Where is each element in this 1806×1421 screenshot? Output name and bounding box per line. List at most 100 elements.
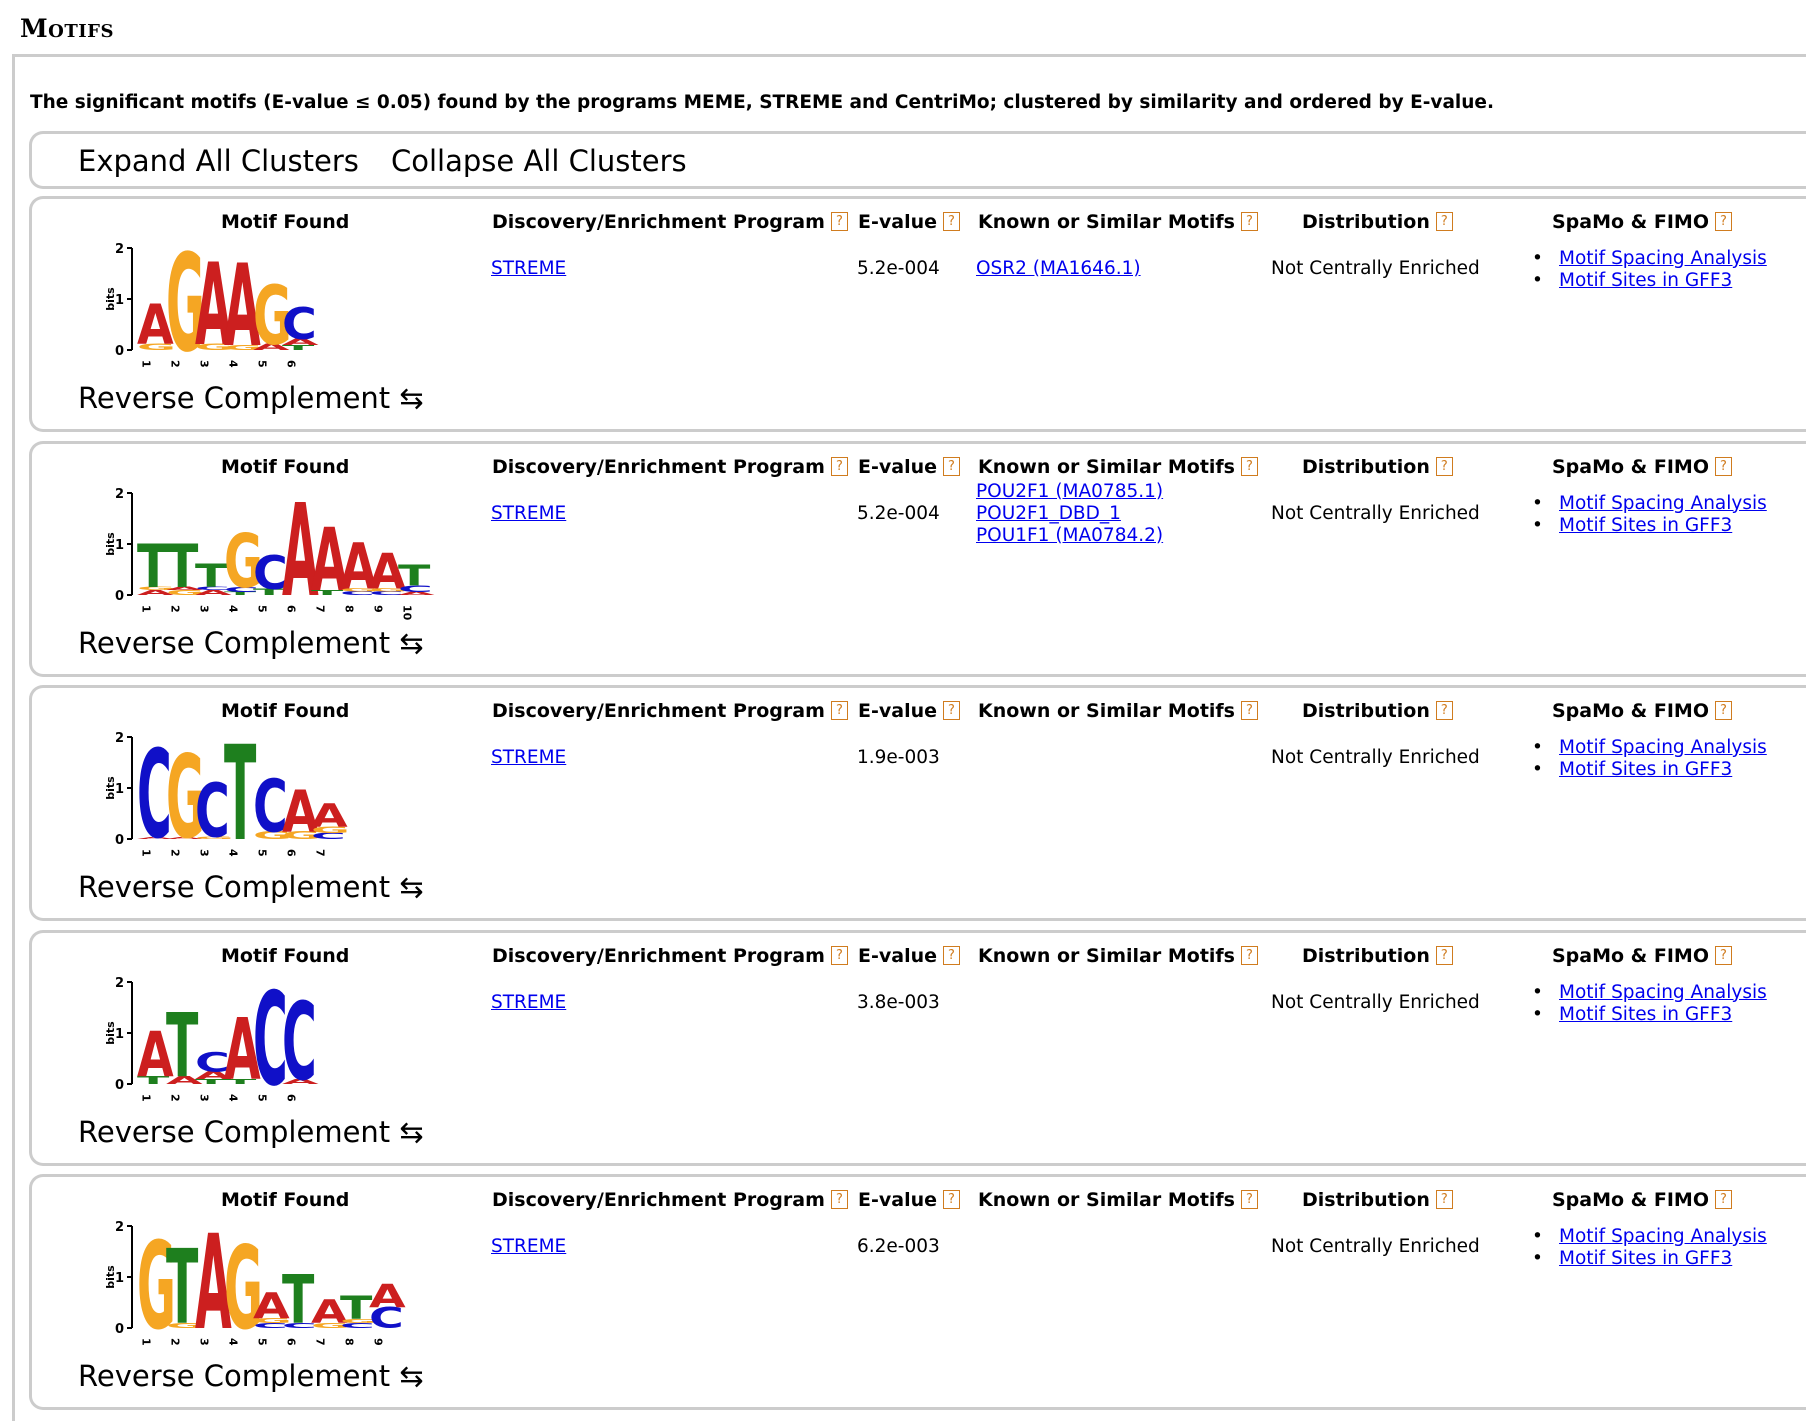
header-known-motifs: Known or Similar Motifs? — [978, 945, 1258, 967]
help-icon[interactable]: ? — [1241, 945, 1258, 965]
evalue: 5.2e-004 — [857, 258, 940, 279]
header-evalue: E-value? — [858, 700, 960, 722]
reverse-complement-button[interactable]: Reverse Complement ⇆ — [78, 381, 424, 415]
header-known-motifs: Known or Similar Motifs? — [978, 700, 1258, 722]
help-icon[interactable]: ? — [943, 1190, 960, 1209]
help-icon[interactable]: ? — [1435, 212, 1453, 231]
logo-letter-t: T — [340, 1290, 373, 1327]
help-icon[interactable]: ? — [1241, 701, 1258, 720]
spamo-fimo-links: Motif Spacing AnalysisMotif Sites in GFF… — [1532, 493, 1767, 537]
header-program: Discovery/Enrichment Program? — [492, 945, 848, 967]
help-icon[interactable]: ? — [1714, 456, 1732, 476]
help-icon[interactable]: ? — [1714, 1190, 1732, 1209]
help-icon[interactable]: ? — [1714, 212, 1732, 231]
logo-y-tick-label: 0 — [115, 344, 124, 359]
logo-letter-c: C — [340, 1322, 375, 1330]
motif-spacing-analysis-link[interactable]: Motif Spacing Analysis — [1559, 248, 1767, 269]
logo-letter-g: G — [137, 342, 176, 352]
motif-sites-gff3-link[interactable]: Motif Sites in GFF3 — [1559, 759, 1733, 780]
motif-sites-gff3-link[interactable]: Motif Sites in GFF3 — [1559, 1248, 1733, 1269]
motif-cluster — [29, 929, 1806, 1166]
motif-spacing-analysis-link[interactable]: Motif Spacing Analysis — [1559, 1226, 1767, 1247]
motif-spacing-analysis-link[interactable]: Motif Spacing Analysis — [1559, 492, 1767, 514]
header-spamo-fimo: SpaMo & FIMO? — [1552, 456, 1732, 478]
logo-letter-a: A — [282, 779, 319, 846]
help-icon[interactable]: ? — [1435, 456, 1453, 476]
header-known-motifs-label: Known or Similar Motifs — [978, 211, 1235, 233]
help-icon[interactable]: ? — [943, 945, 960, 965]
program-link[interactable]: STREME — [491, 502, 567, 524]
header-motif-found: Motif Found — [221, 211, 349, 233]
known-motif-link[interactable]: POU1F1 (MA0784.2) — [976, 524, 1164, 546]
logo-y-label: bits — [104, 1265, 117, 1289]
logo-y-tick-label: 2 — [115, 731, 124, 746]
header-motif-found-label: Motif Found — [221, 944, 350, 967]
spamo-list-item: Motif Spacing Analysis — [1532, 248, 1767, 270]
help-icon[interactable]: ? — [943, 456, 960, 476]
motif-cluster — [29, 196, 1806, 432]
header-known-motifs-label: Known or Similar Motifs — [978, 1189, 1235, 1211]
motif-sites-gff3-link[interactable]: Motif Sites in GFF3 — [1559, 514, 1733, 536]
logo-letter-a: A — [311, 510, 348, 610]
header-motif-found-label: Motif Found — [221, 211, 350, 233]
program-link[interactable]: STREME — [491, 747, 567, 768]
distribution: Not Centrally Enriched — [1271, 502, 1480, 524]
help-icon[interactable]: ? — [1241, 456, 1258, 476]
help-icon[interactable]: ? — [830, 945, 848, 965]
motif-sites-gff3-link[interactable]: Motif Sites in GFF3 — [1559, 270, 1733, 291]
known-motifs-list: OSR2 (MA1646.1) — [976, 258, 1141, 280]
header-spamo-fimo: SpaMo & FIMO? — [1552, 700, 1732, 722]
distribution: Not Centrally Enriched — [1271, 747, 1480, 768]
logo-position-label: 4 — [227, 849, 240, 857]
logo-letter-g: G — [166, 731, 205, 864]
help-icon[interactable]: ? — [1435, 701, 1453, 720]
known-motif-link[interactable]: OSR2 (MA1646.1) — [976, 258, 1141, 279]
spamo-list-item: Motif Spacing Analysis — [1532, 737, 1767, 759]
reverse-complement-button[interactable]: Reverse Complement ⇆ — [78, 870, 424, 904]
logo-letter-c: C — [195, 585, 230, 590]
reverse-complement-button[interactable]: Reverse Complement ⇆ — [78, 625, 424, 660]
help-icon[interactable]: ? — [830, 212, 848, 231]
help-icon[interactable]: ? — [830, 456, 848, 476]
help-icon[interactable]: ? — [830, 701, 848, 720]
expand-all-clusters-button[interactable]: Expand All Clusters — [78, 144, 359, 178]
header-known-motifs: Known or Similar Motifs? — [978, 211, 1258, 233]
logo-y-tick-label: 1 — [115, 1271, 124, 1286]
logo-letter-t: T — [282, 1261, 315, 1340]
help-icon[interactable]: ? — [943, 212, 960, 231]
motif-logo: 012bits1AGT2GAT3ACT4TCG5TC6A7TA8CGA9CGA1… — [104, 477, 435, 625]
logo-letter-t: T — [166, 994, 198, 1097]
reverse-complement-button[interactable]: Reverse Complement ⇆ — [78, 1114, 424, 1149]
logo-position-label: 9 — [372, 1338, 385, 1346]
intro-text: The significant motifs (E-value ≤ 0.05) … — [30, 92, 1495, 113]
help-icon[interactable]: ? — [1714, 701, 1732, 720]
reverse-complement-button[interactable]: Reverse Complement ⇆ — [78, 1359, 424, 1393]
header-distribution: Distribution? — [1302, 700, 1453, 722]
logo-letter-c: C — [253, 547, 288, 600]
collapse-all-clusters-button[interactable]: Collapse All Clusters — [391, 144, 687, 178]
program-link[interactable]: STREME — [491, 1236, 567, 1257]
help-icon[interactable]: ? — [1435, 945, 1453, 965]
evalue: 6.2e-003 — [857, 1236, 940, 1257]
help-icon[interactable]: ? — [943, 701, 960, 720]
program-link[interactable]: STREME — [491, 991, 567, 1013]
header-distribution: Distribution? — [1302, 456, 1453, 478]
program-link[interactable]: STREME — [491, 258, 567, 279]
help-icon[interactable]: ? — [1435, 1190, 1453, 1209]
logo-position-label: 3 — [198, 1094, 211, 1102]
help-icon[interactable]: ? — [1714, 945, 1732, 965]
logo-position-label: 7 — [314, 1338, 327, 1346]
header-distribution-label: Distribution — [1302, 1189, 1430, 1211]
help-icon[interactable]: ? — [830, 1190, 848, 1209]
motif-spacing-analysis-link[interactable]: Motif Spacing Analysis — [1559, 737, 1767, 758]
logo-letter-g: G — [137, 585, 176, 590]
help-icon[interactable]: ? — [1241, 212, 1258, 231]
spamo-fimo-links: Motif Spacing AnalysisMotif Sites in GFF… — [1532, 1226, 1767, 1270]
help-icon[interactable]: ? — [1241, 1190, 1258, 1209]
logo-position-label: 5 — [256, 849, 269, 857]
known-motif-link[interactable]: POU2F1 (MA0785.1) — [976, 480, 1164, 502]
logo-letter-a: A — [166, 585, 203, 590]
motif-spacing-analysis-link[interactable]: Motif Spacing Analysis — [1559, 981, 1767, 1003]
motif-sites-gff3-link[interactable]: Motif Sites in GFF3 — [1559, 1003, 1733, 1025]
known-motif-link[interactable]: POU2F1_DBD_1 — [976, 502, 1121, 524]
